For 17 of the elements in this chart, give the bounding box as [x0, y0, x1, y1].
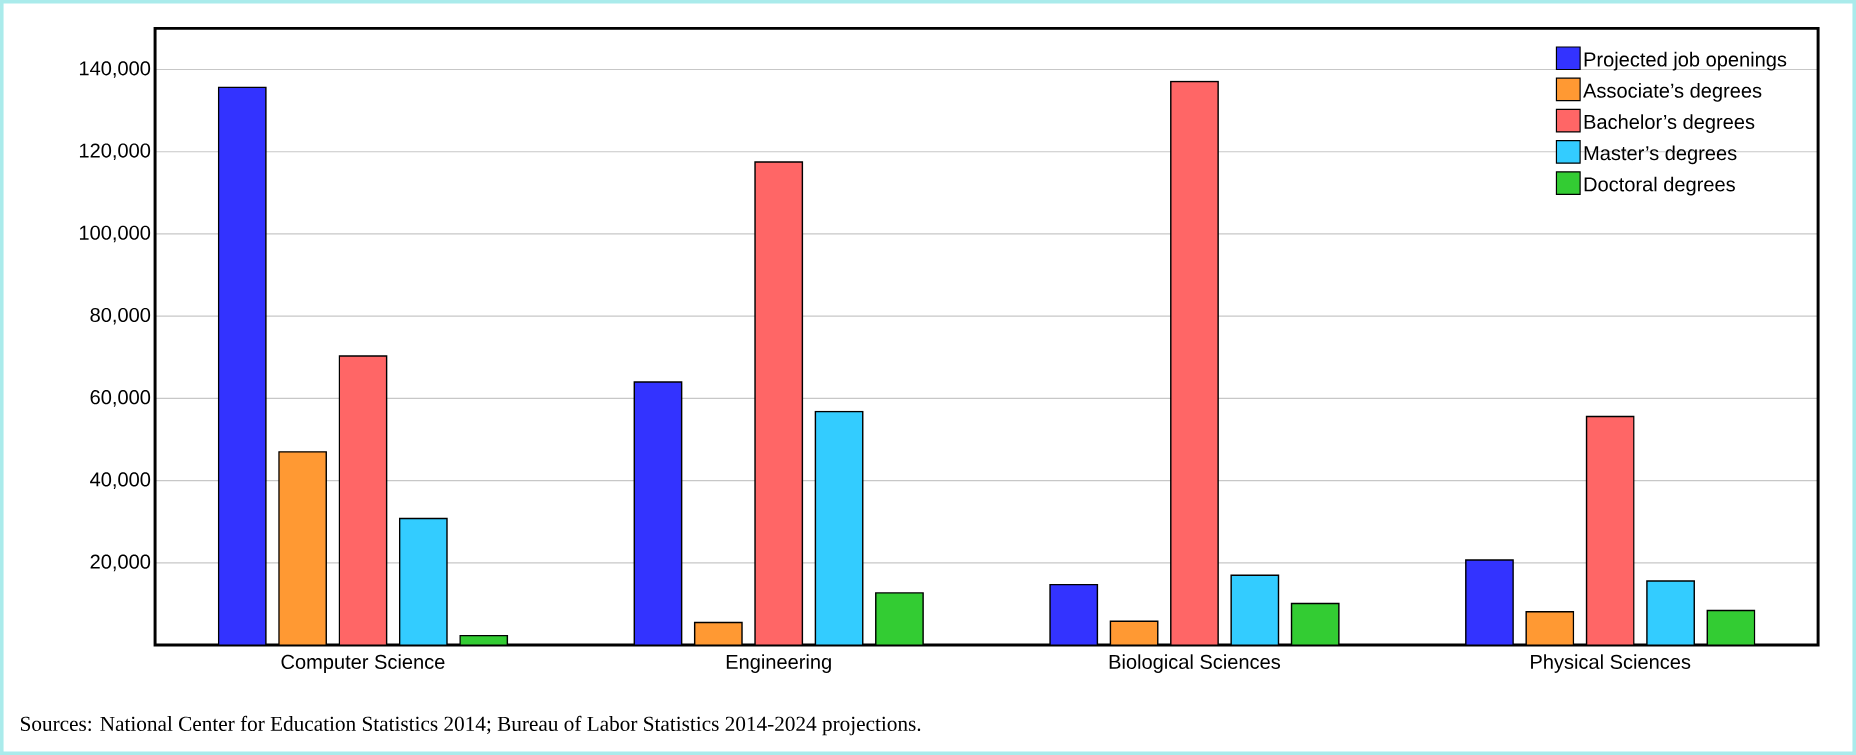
y-tick-label: 60,000 [90, 390, 151, 407]
y-tick-label: 120,000 [79, 143, 151, 160]
y-tick-label: 100,000 [79, 225, 151, 243]
y-tick-label: 140,000 [79, 61, 151, 78]
x-tick-label: Biological Sciences [1109, 654, 1281, 673]
x-tick-label: Physical Sciences [1531, 654, 1691, 673]
legend-label: Master’s degrees [1584, 145, 1737, 165]
y-tick-label: 80,000 [90, 307, 151, 325]
legend-label: Bachelor’s degrees [1584, 114, 1755, 133]
legend-label: Projected job openings [1584, 51, 1787, 71]
source-note: Sources: National Center for Education Statistics 2014; Bureau of Labor Statistics 2014-2024 projections. [20, 715, 921, 736]
y-tick-label: 40,000 [90, 472, 151, 489]
legend-label: Doctoral degrees [1584, 176, 1735, 196]
legend-label: Associate’s degrees [1583, 83, 1762, 102]
x-tick-label: Computer Science [281, 654, 445, 673]
y-tick-label: 20,000 [90, 554, 151, 572]
x-tick-label: Engineering [726, 654, 831, 673]
